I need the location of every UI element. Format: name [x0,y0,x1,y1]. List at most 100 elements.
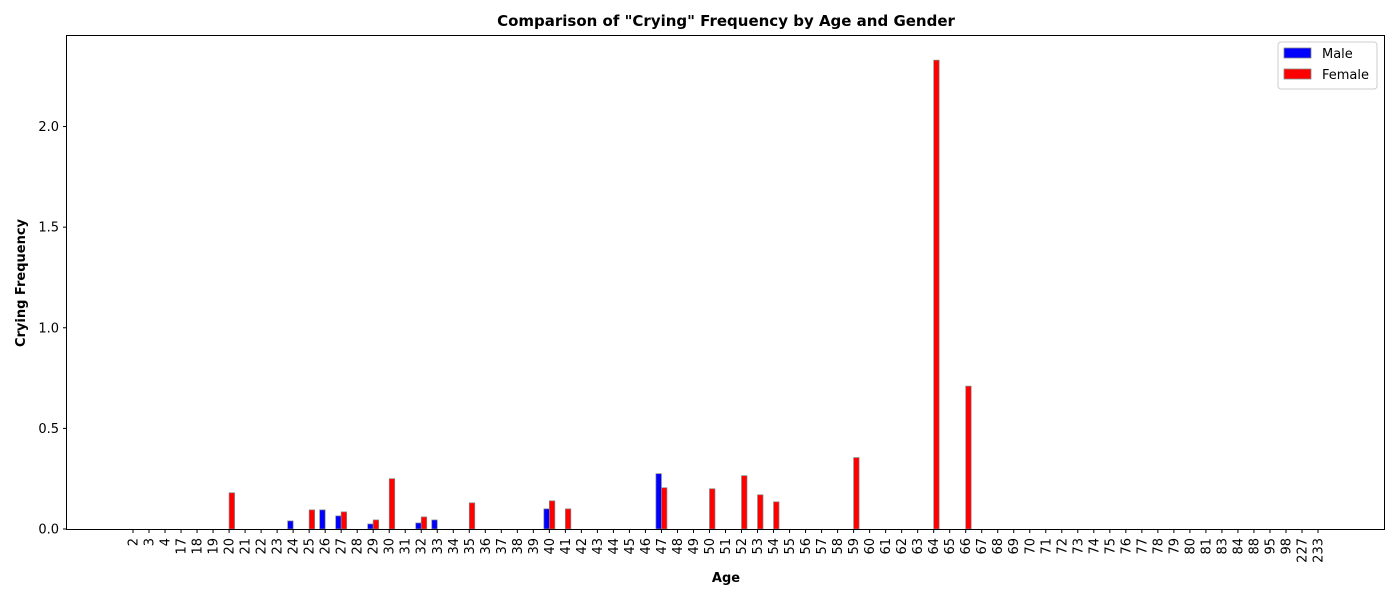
y-tick-label: 0.5 [38,422,59,437]
plot-frame [66,35,1385,530]
bar-female-age-27 [340,511,348,530]
bar-female-age-47 [661,487,668,530]
x-tick-label: 52 [735,538,750,555]
x-tick-label: 30 [383,538,398,555]
x-tick-label: 76 [1119,538,1134,555]
x-tick-label: 48 [671,538,686,555]
bar-female-age-59 [853,457,860,530]
x-tick-label: 4 [159,538,174,546]
x-tick-label: 40 [543,538,558,555]
x-tick-label: 25 [303,538,318,555]
bar-female-age-29 [372,519,380,530]
y-tick-label: 1.0 [38,321,59,336]
bar-female-age-50 [709,488,716,530]
x-tick-label: 35 [463,538,478,555]
x-tick-label: 81 [1199,538,1214,555]
x-tick-label: 39 [527,538,542,555]
x-tick-label: 69 [1007,538,1022,555]
x-tick-label: 22 [255,538,270,555]
x-tick-label: 227 [1295,538,1310,563]
legend-label-female: Female [1322,68,1369,83]
x-tick-label: 21 [239,538,254,555]
bar-male-age-40 [543,508,550,530]
bar-female-age-30 [388,478,396,530]
x-tick-label: 26 [319,538,334,555]
x-tick-label: 59 [847,538,862,555]
x-tick-label: 18 [191,538,206,555]
x-tick-label: 53 [751,538,766,555]
x-tick-label: 54 [767,538,782,555]
x-tick-label: 233 [1312,538,1327,563]
x-tick-label: 31 [399,538,414,555]
x-tick-label: 83 [1215,538,1230,555]
bar-female-age-41 [565,508,572,530]
x-tick-label: 75 [1103,538,1118,555]
x-tick-label: 20 [223,538,238,555]
x-tick-label: 24 [287,538,302,555]
x-tick-label: 88 [1247,538,1262,555]
x-tick-label: 84 [1231,538,1246,555]
bar-female-age-54 [773,501,780,530]
legend: Male Female [1277,41,1378,90]
x-axis-label: Age [712,571,740,586]
bar-male-age-26 [319,509,326,530]
x-tick-label: 55 [783,538,798,555]
x-tick-label: 3 [143,538,158,546]
x-tick-label: 70 [1023,538,1038,555]
x-tick-label: 19 [207,538,222,555]
x-tick-label: 98 [1279,538,1294,555]
x-tick-label: 57 [815,538,830,555]
x-tick-label: 38 [511,538,526,555]
bar-male-age-24 [287,520,294,530]
x-tick-label: 51 [719,538,734,555]
x-tick-label: 66 [959,538,974,555]
x-tick-label: 71 [1039,538,1054,555]
legend-swatch-male [1283,47,1312,59]
plot-area [228,59,972,530]
x-tick-label: 77 [1135,538,1150,555]
x-tick-label: 36 [479,538,494,555]
bar-male-age-33 [431,519,438,530]
bar-female-age-35 [468,502,476,530]
legend-swatch-female [1283,68,1312,80]
bar-female-age-25 [308,509,315,530]
x-tick-label: 56 [799,538,814,555]
x-tick-label: 63 [911,538,926,555]
bar-female-age-32 [420,516,428,530]
x-tick-label: 41 [559,538,574,555]
bar-male-age-47 [655,473,662,530]
x-tick-label: 46 [639,538,654,555]
x-tick-label: 37 [495,538,510,555]
x-tick-label: 79 [1167,538,1182,555]
bar-female-age-52 [741,475,748,530]
x-tick-label: 43 [591,538,606,555]
x-tick-label: 27 [335,538,350,555]
y-axis: 0.0 0.5 1.0 1.5 2.0 [38,120,67,538]
x-tick-label: 80 [1183,538,1198,555]
bar-male-age-32 [415,522,422,530]
x-tick-label: 61 [879,538,894,555]
y-tick-label: 2.0 [38,120,59,135]
x-tick-label: 72 [1055,538,1070,555]
y-tick-label: 0.0 [38,523,59,538]
x-tick-label: 42 [575,538,590,555]
chart-title: Comparison of "Crying" Frequency by Age … [497,12,955,30]
bar-male-age-27 [335,515,342,530]
x-tick-label: 17 [175,538,190,555]
x-tick-label: 44 [607,538,622,555]
bar-female-age-66 [965,385,972,530]
x-tick-label: 58 [831,538,846,555]
x-tick-label: 33 [431,538,446,555]
x-tick-label: 65 [943,538,958,555]
x-tick-label: 62 [895,538,910,555]
bar-female-age-64 [933,59,940,530]
x-tick-label: 45 [623,538,638,555]
x-tick-label: 29 [367,538,382,555]
y-tick-label: 1.5 [38,221,59,236]
x-tick-label: 50 [703,538,718,555]
bar-female-age-53 [757,494,764,530]
x-tick-label: 49 [687,538,702,555]
x-tick-label: 78 [1151,538,1166,555]
bar-female-age-20 [228,492,235,530]
legend-label-male: Male [1322,47,1353,62]
